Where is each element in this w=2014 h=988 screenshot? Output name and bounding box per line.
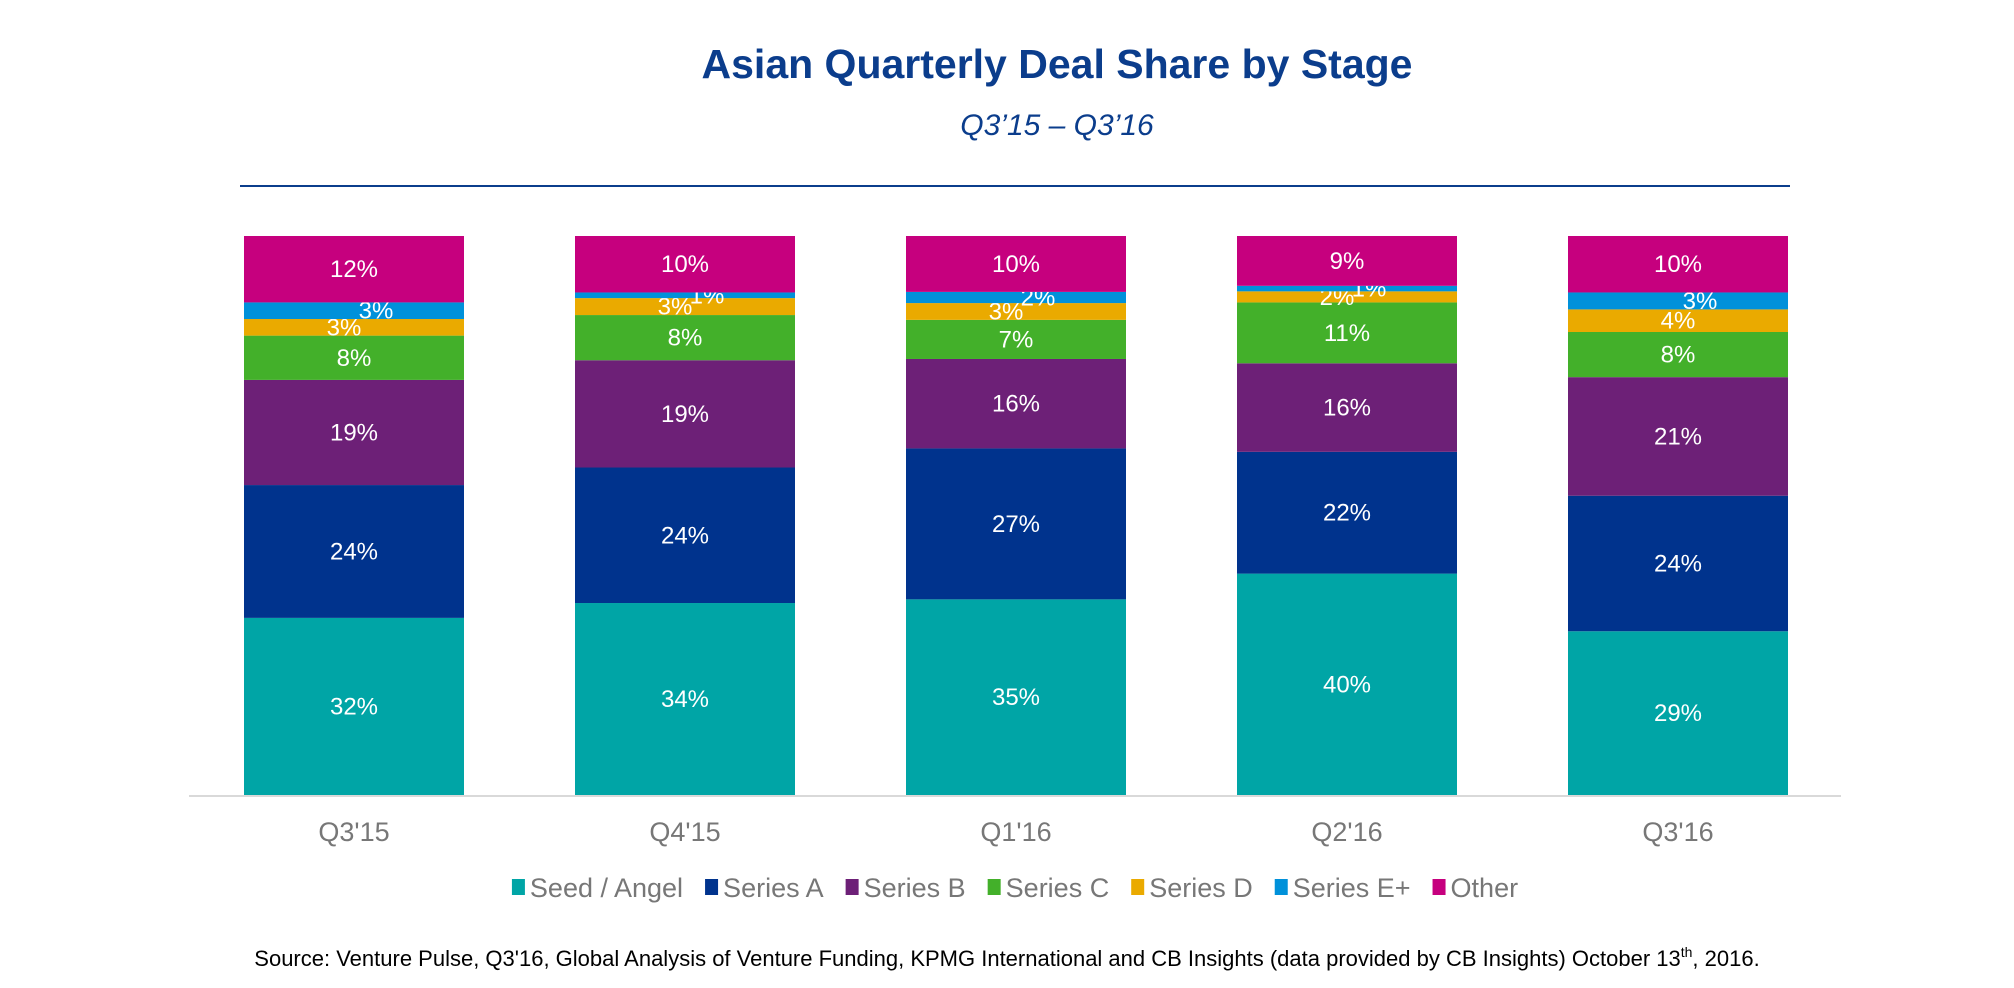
data-label: 9% bbox=[1330, 248, 1365, 275]
bar-segment-series-c-4 bbox=[1568, 331, 1788, 378]
data-label: 16% bbox=[992, 391, 1040, 418]
bar-segment-series-c-3 bbox=[1237, 302, 1457, 364]
bar-segment-series-d-1 bbox=[575, 298, 795, 316]
bar-segment-series-a-4 bbox=[1568, 495, 1788, 632]
data-label: 11% bbox=[1324, 320, 1370, 347]
data-label: 32% bbox=[330, 693, 378, 720]
bar-segment-other-4 bbox=[1568, 236, 1788, 293]
legend-label: Series B bbox=[864, 873, 966, 903]
data-label: 7% bbox=[999, 326, 1034, 353]
bar-segment-series-d-2 bbox=[906, 303, 1126, 320]
x-axis-ticks: Q3'15 Q4'15 Q1'16 Q2'16 Q3'16 bbox=[318, 817, 1713, 847]
legend-swatch bbox=[1274, 879, 1288, 895]
legend-swatch bbox=[1432, 879, 1446, 895]
source-note: Source: Venture Pulse, Q3'16, Global Ana… bbox=[254, 944, 1759, 971]
data-label: 22% bbox=[1323, 500, 1371, 527]
bar-segment-series-e--1 bbox=[575, 292, 795, 299]
bar-segment-series-b-3 bbox=[1237, 363, 1457, 452]
bar-segment-series-a-3 bbox=[1237, 451, 1457, 574]
data-label: 35% bbox=[992, 684, 1040, 711]
bar-segment-seed-angel-4 bbox=[1568, 631, 1788, 795]
bar-segment-series-c-2 bbox=[906, 319, 1126, 359]
x-tick-label: Q1'16 bbox=[980, 817, 1051, 847]
legend-swatch bbox=[705, 879, 719, 895]
legend-label: Series A bbox=[723, 873, 824, 903]
bar-segment-series-b-4 bbox=[1568, 377, 1788, 496]
x-tick-label: Q2'16 bbox=[1311, 817, 1382, 847]
data-label: 10% bbox=[992, 251, 1040, 278]
chart-title: Asian Quarterly Deal Share by Stage bbox=[702, 41, 1413, 87]
chart-subtitle: Q3’15 – Q3’16 bbox=[960, 109, 1154, 142]
data-label: 27% bbox=[992, 511, 1040, 538]
data-label: 24% bbox=[661, 522, 709, 549]
source-text: Source: Venture Pulse, Q3'16, Global Ana… bbox=[254, 946, 1680, 971]
x-tick-label: Q3'15 bbox=[318, 817, 389, 847]
bar-segment-series-d-0 bbox=[244, 319, 464, 336]
data-label: 10% bbox=[1654, 251, 1702, 278]
x-tick-label: Q4'15 bbox=[649, 817, 720, 847]
legend-swatch bbox=[845, 879, 859, 895]
legend-label: Series C bbox=[1006, 873, 1110, 903]
bar-segment-seed-angel-2 bbox=[906, 599, 1126, 795]
legend-swatch bbox=[987, 879, 1001, 895]
bar-segment-series-d-3 bbox=[1237, 291, 1457, 303]
bar-segment-series-a-2 bbox=[906, 448, 1126, 600]
bar-segment-seed-angel-3 bbox=[1237, 573, 1457, 795]
data-label: 8% bbox=[1661, 342, 1696, 369]
source-superscript: th bbox=[1681, 944, 1693, 960]
data-label: 24% bbox=[330, 538, 378, 565]
legend-swatch bbox=[1131, 879, 1145, 895]
legend-swatch bbox=[511, 879, 525, 895]
data-label: 34% bbox=[661, 686, 709, 713]
bar-segment-series-e--4 bbox=[1568, 292, 1788, 310]
data-label: 8% bbox=[668, 325, 703, 352]
legend-label: Seed / Angel bbox=[530, 873, 683, 903]
data-label: 19% bbox=[330, 419, 378, 446]
bar-segment-series-b-2 bbox=[906, 358, 1126, 449]
bar-segment-series-b-1 bbox=[575, 360, 795, 468]
x-tick-label: Q3'16 bbox=[1642, 817, 1713, 847]
bar-segment-series-c-0 bbox=[244, 335, 464, 380]
bar-segment-series-e--2 bbox=[906, 291, 1126, 304]
bar-segment-series-a-1 bbox=[575, 467, 795, 604]
bar-segment-other-3 bbox=[1237, 236, 1457, 286]
bars-group: 32%24%19%8%3%3%12%34%24%19%8%3%1%10%35%2… bbox=[244, 236, 1788, 795]
bar-segment-seed-angel-1 bbox=[575, 603, 795, 795]
bar-segment-series-e--0 bbox=[244, 302, 464, 320]
bar-segment-seed-angel-0 bbox=[244, 617, 464, 795]
bar-segment-other-1 bbox=[575, 236, 795, 293]
data-label: 29% bbox=[1654, 700, 1702, 727]
bar-segment-series-e--3 bbox=[1237, 285, 1457, 292]
data-label: 21% bbox=[1654, 423, 1702, 450]
data-label: 19% bbox=[661, 401, 709, 428]
bar-segment-series-c-1 bbox=[575, 315, 795, 361]
legend-label: Other bbox=[1451, 873, 1519, 903]
data-label: 4% bbox=[1661, 308, 1696, 335]
data-label: 24% bbox=[1654, 550, 1702, 577]
data-label: 12% bbox=[330, 256, 378, 283]
bar-segment-other-2 bbox=[906, 236, 1126, 292]
data-label: 10% bbox=[661, 251, 709, 278]
bar-segment-series-b-0 bbox=[244, 379, 464, 486]
data-label: 40% bbox=[1323, 671, 1371, 698]
data-label: 8% bbox=[337, 345, 372, 372]
bar-segment-other-0 bbox=[244, 236, 464, 303]
legend-label: Series D bbox=[1149, 873, 1253, 903]
legend-label: Series E+ bbox=[1293, 873, 1411, 903]
source-suffix: , 2016. bbox=[1692, 946, 1759, 971]
data-label: 16% bbox=[1323, 395, 1371, 422]
bar-segment-series-d-4 bbox=[1568, 309, 1788, 332]
legend: Seed / Angel Series A Series B Series C Seri… bbox=[511, 873, 1519, 903]
bar-segment-series-a-0 bbox=[244, 485, 464, 618]
